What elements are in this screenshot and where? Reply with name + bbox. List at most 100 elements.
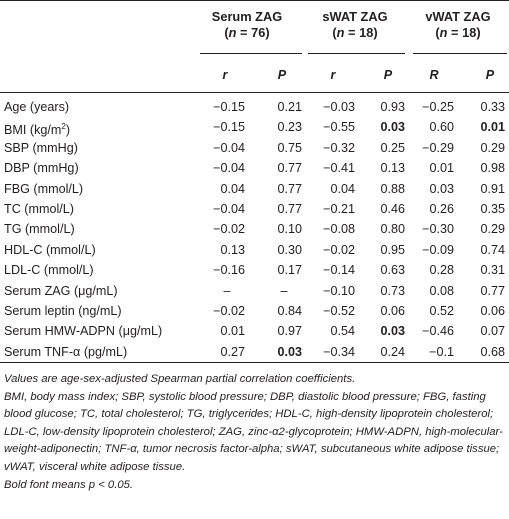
table-cell: 0.35: [480, 202, 505, 216]
table-cell: 0.74: [480, 242, 505, 257]
footnote-bold: Bold font means p < 0.05.: [4, 478, 134, 491]
table-cell: 0.95: [380, 242, 405, 257]
table-cell: −0.02: [323, 242, 355, 257]
table-cell: 0.10: [277, 222, 302, 237]
table-cell: 0.84: [277, 304, 302, 318]
table-cell: 0.01: [220, 324, 245, 339]
subheader-p-vwat: P: [485, 68, 495, 82]
table-cell: 0.28: [429, 263, 454, 278]
table-cell: 0.03: [277, 344, 302, 359]
table-cell: 0.13: [380, 161, 405, 176]
table-cell: −0.04: [213, 161, 245, 176]
table-cell: 0.33: [480, 100, 505, 114]
table-cell: 0.68: [480, 344, 505, 359]
row-label: TC (mmol/L): [4, 202, 74, 216]
table-cell: 0.77: [277, 202, 302, 216]
table-cell: 0.26: [429, 202, 454, 216]
table-cell: −0.34: [323, 344, 355, 359]
table-cell: −0.30: [422, 222, 454, 237]
row-label: BMI (kg/m2): [4, 122, 71, 138]
table-cell: 0.06: [480, 304, 505, 318]
table-cell: −0.14: [323, 263, 355, 278]
table-cell: −0.04: [213, 202, 245, 216]
table-cell: −0.02: [213, 304, 245, 318]
bottom-rule: [0, 362, 509, 363]
table-cell: −0.04: [213, 140, 245, 155]
table-cell: 0.03: [380, 324, 405, 339]
row-label: Serum TNF-α (pg/mL): [4, 344, 128, 359]
table-cell: 0.29: [480, 222, 505, 237]
table-cell: 0.93: [380, 100, 405, 114]
table-cell: −0.15: [213, 100, 245, 114]
table-cell: −0.41: [323, 161, 355, 176]
subheader-p-swat: P: [383, 68, 393, 82]
group-header-swat-zag: sWAT ZAG (n = 18): [322, 9, 388, 40]
footnote-values: Values are age-sex-adjusted Spearman par…: [4, 373, 356, 385]
table-cell: 0.73: [380, 283, 405, 298]
group-underline-swat: [308, 53, 405, 54]
table-cell: 0.03: [429, 181, 454, 196]
table-cell: 0.30: [277, 242, 302, 257]
table-cell: 0.31: [480, 263, 505, 278]
table-cell: −0.25: [422, 100, 454, 114]
table-cell: −0.55: [323, 120, 355, 135]
table-cell: −0.46: [422, 324, 454, 339]
table-cell: −0.15: [213, 120, 245, 135]
table-cell: 0.60: [429, 120, 454, 135]
table-cell: 0.98: [480, 161, 505, 176]
group-header-vwat-zag: vWAT ZAG (n = 18): [425, 9, 491, 40]
table-cell: 0.23: [277, 120, 302, 135]
table-cell: 0.03: [380, 120, 405, 135]
table-cell: 0.21: [277, 100, 302, 114]
table-cell: 0.63: [380, 263, 405, 278]
table-cell: 0.88: [380, 181, 405, 196]
table-cell: 0.08: [429, 283, 454, 298]
row-label: FBG (mmol/L): [4, 181, 84, 196]
table-cell: −0.29: [422, 140, 454, 155]
table-footnotes: Values are age-sex-adjusted Spearman par…: [4, 371, 506, 494]
row-label: DBP (mmHg): [4, 161, 79, 176]
table-cell: 0.29: [480, 140, 505, 155]
group-header-serum-zag: Serum ZAG (n = 76): [211, 9, 283, 40]
table-cell: 0.06: [380, 304, 405, 318]
row-label: Serum leptin (ng/mL): [4, 304, 122, 318]
table-cell: –: [223, 283, 231, 298]
table-cell: −0.1: [429, 344, 454, 359]
subheader-p-serum: P: [277, 68, 287, 82]
group-underline-vwat: [413, 53, 507, 54]
table-cell: 0.04: [220, 181, 245, 196]
row-label: HDL-C (mmol/L): [4, 242, 96, 257]
row-label: Serum ZAG (μg/mL): [4, 283, 118, 298]
table-cell: −0.09: [422, 242, 454, 257]
table-cell: 0.75: [277, 140, 302, 155]
subheader-r-serum: r: [222, 68, 228, 82]
row-label: Age (years): [4, 100, 70, 114]
table-cell: 0.07: [480, 324, 505, 339]
table-cell: 0.01: [480, 120, 505, 135]
table-cell: 0.27: [220, 344, 245, 359]
table-cell: 0.77: [277, 161, 302, 176]
row-label: TG (mmol/L): [4, 222, 75, 237]
table-cell: −0.21: [323, 202, 355, 216]
table-cell: 0.13: [220, 242, 245, 257]
table-cell: −0.08: [323, 222, 355, 237]
group-underline-serum: [200, 53, 302, 54]
row-label: LDL-C (mmol/L): [4, 263, 94, 278]
header-rule: [0, 92, 509, 93]
table-cell: 0.77: [277, 181, 302, 196]
table-cell: 0.80: [380, 222, 405, 237]
table-cell: 0.25: [380, 140, 405, 155]
table-cell: 0.91: [480, 181, 505, 196]
table-cell: −0.32: [323, 140, 355, 155]
top-rule: [0, 0, 509, 2]
table-cell: 0.46: [380, 202, 405, 216]
table-cell: −0.10: [323, 283, 355, 298]
table-cell: 0.97: [277, 324, 302, 339]
table-cell: −0.03: [323, 100, 355, 114]
table-cell: −0.16: [213, 263, 245, 278]
row-label: SBP (mmHg): [4, 140, 78, 155]
table-cell: –: [280, 283, 288, 298]
table-cell: 0.04: [330, 181, 355, 196]
row-label: Serum HMW-ADPN (μg/mL): [4, 324, 163, 339]
